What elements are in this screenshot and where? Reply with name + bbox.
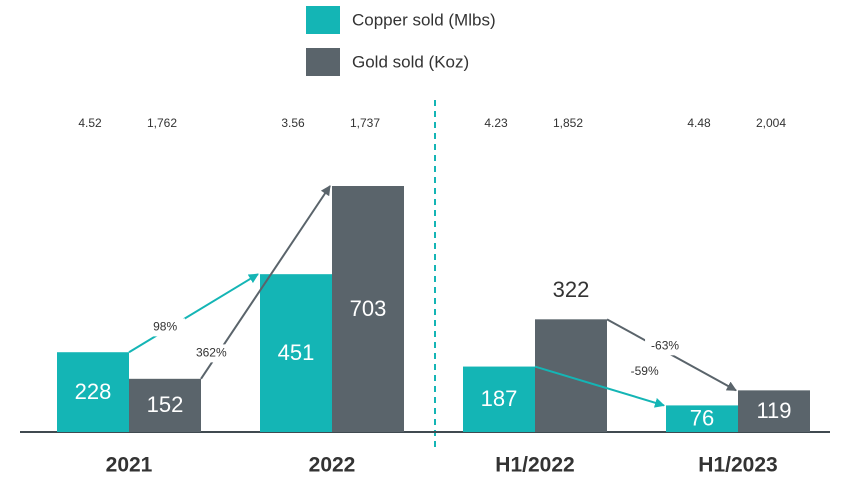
category-label: 2021: [106, 454, 153, 477]
arrow: [128, 273, 259, 354]
value-label: 76: [690, 406, 714, 431]
annotation: -63%: [651, 338, 679, 352]
bar: [332, 186, 404, 432]
top-label: 1,852: [553, 116, 583, 130]
annotation-bg: [191, 344, 232, 363]
category-label: 2022: [309, 454, 356, 477]
bar: [666, 405, 738, 432]
top-label: 1,762: [147, 116, 177, 130]
value-label: 119: [756, 398, 791, 423]
annotation: -59%: [631, 364, 659, 378]
top-label: 2,004: [756, 116, 786, 130]
category-label: H1/2023: [698, 454, 777, 477]
top-label: 1,737: [350, 116, 380, 130]
annotation-bg: [145, 318, 186, 337]
legend-swatch: [306, 48, 340, 76]
bar: [738, 390, 810, 432]
bar: [57, 352, 129, 432]
bar: [129, 378, 201, 432]
top-label: 4.52: [78, 116, 102, 130]
value-label: 703: [350, 296, 387, 321]
top-label: 3.56: [281, 116, 305, 130]
value-label: 152: [147, 392, 184, 417]
legend-label: Gold sold (Koz): [352, 52, 469, 71]
bar: [260, 274, 332, 432]
legend-label: Copper sold (Mlbs): [352, 10, 496, 29]
value-label: 228: [75, 379, 112, 404]
value-label: 451: [278, 340, 315, 365]
category-label: H1/2022: [495, 454, 574, 477]
annotation-bg: [624, 362, 665, 381]
bar: [463, 366, 535, 432]
legend-swatch: [306, 6, 340, 34]
arrow: [534, 365, 665, 408]
annotation: 98%: [153, 320, 177, 334]
top-label: 4.23: [484, 116, 508, 130]
annotation: 362%: [196, 346, 227, 360]
bar: [535, 319, 607, 432]
value-label: 187: [481, 386, 518, 411]
annotation-bg: [645, 337, 686, 356]
top-label: 4.48: [687, 116, 711, 130]
value-label: 322: [553, 277, 590, 302]
